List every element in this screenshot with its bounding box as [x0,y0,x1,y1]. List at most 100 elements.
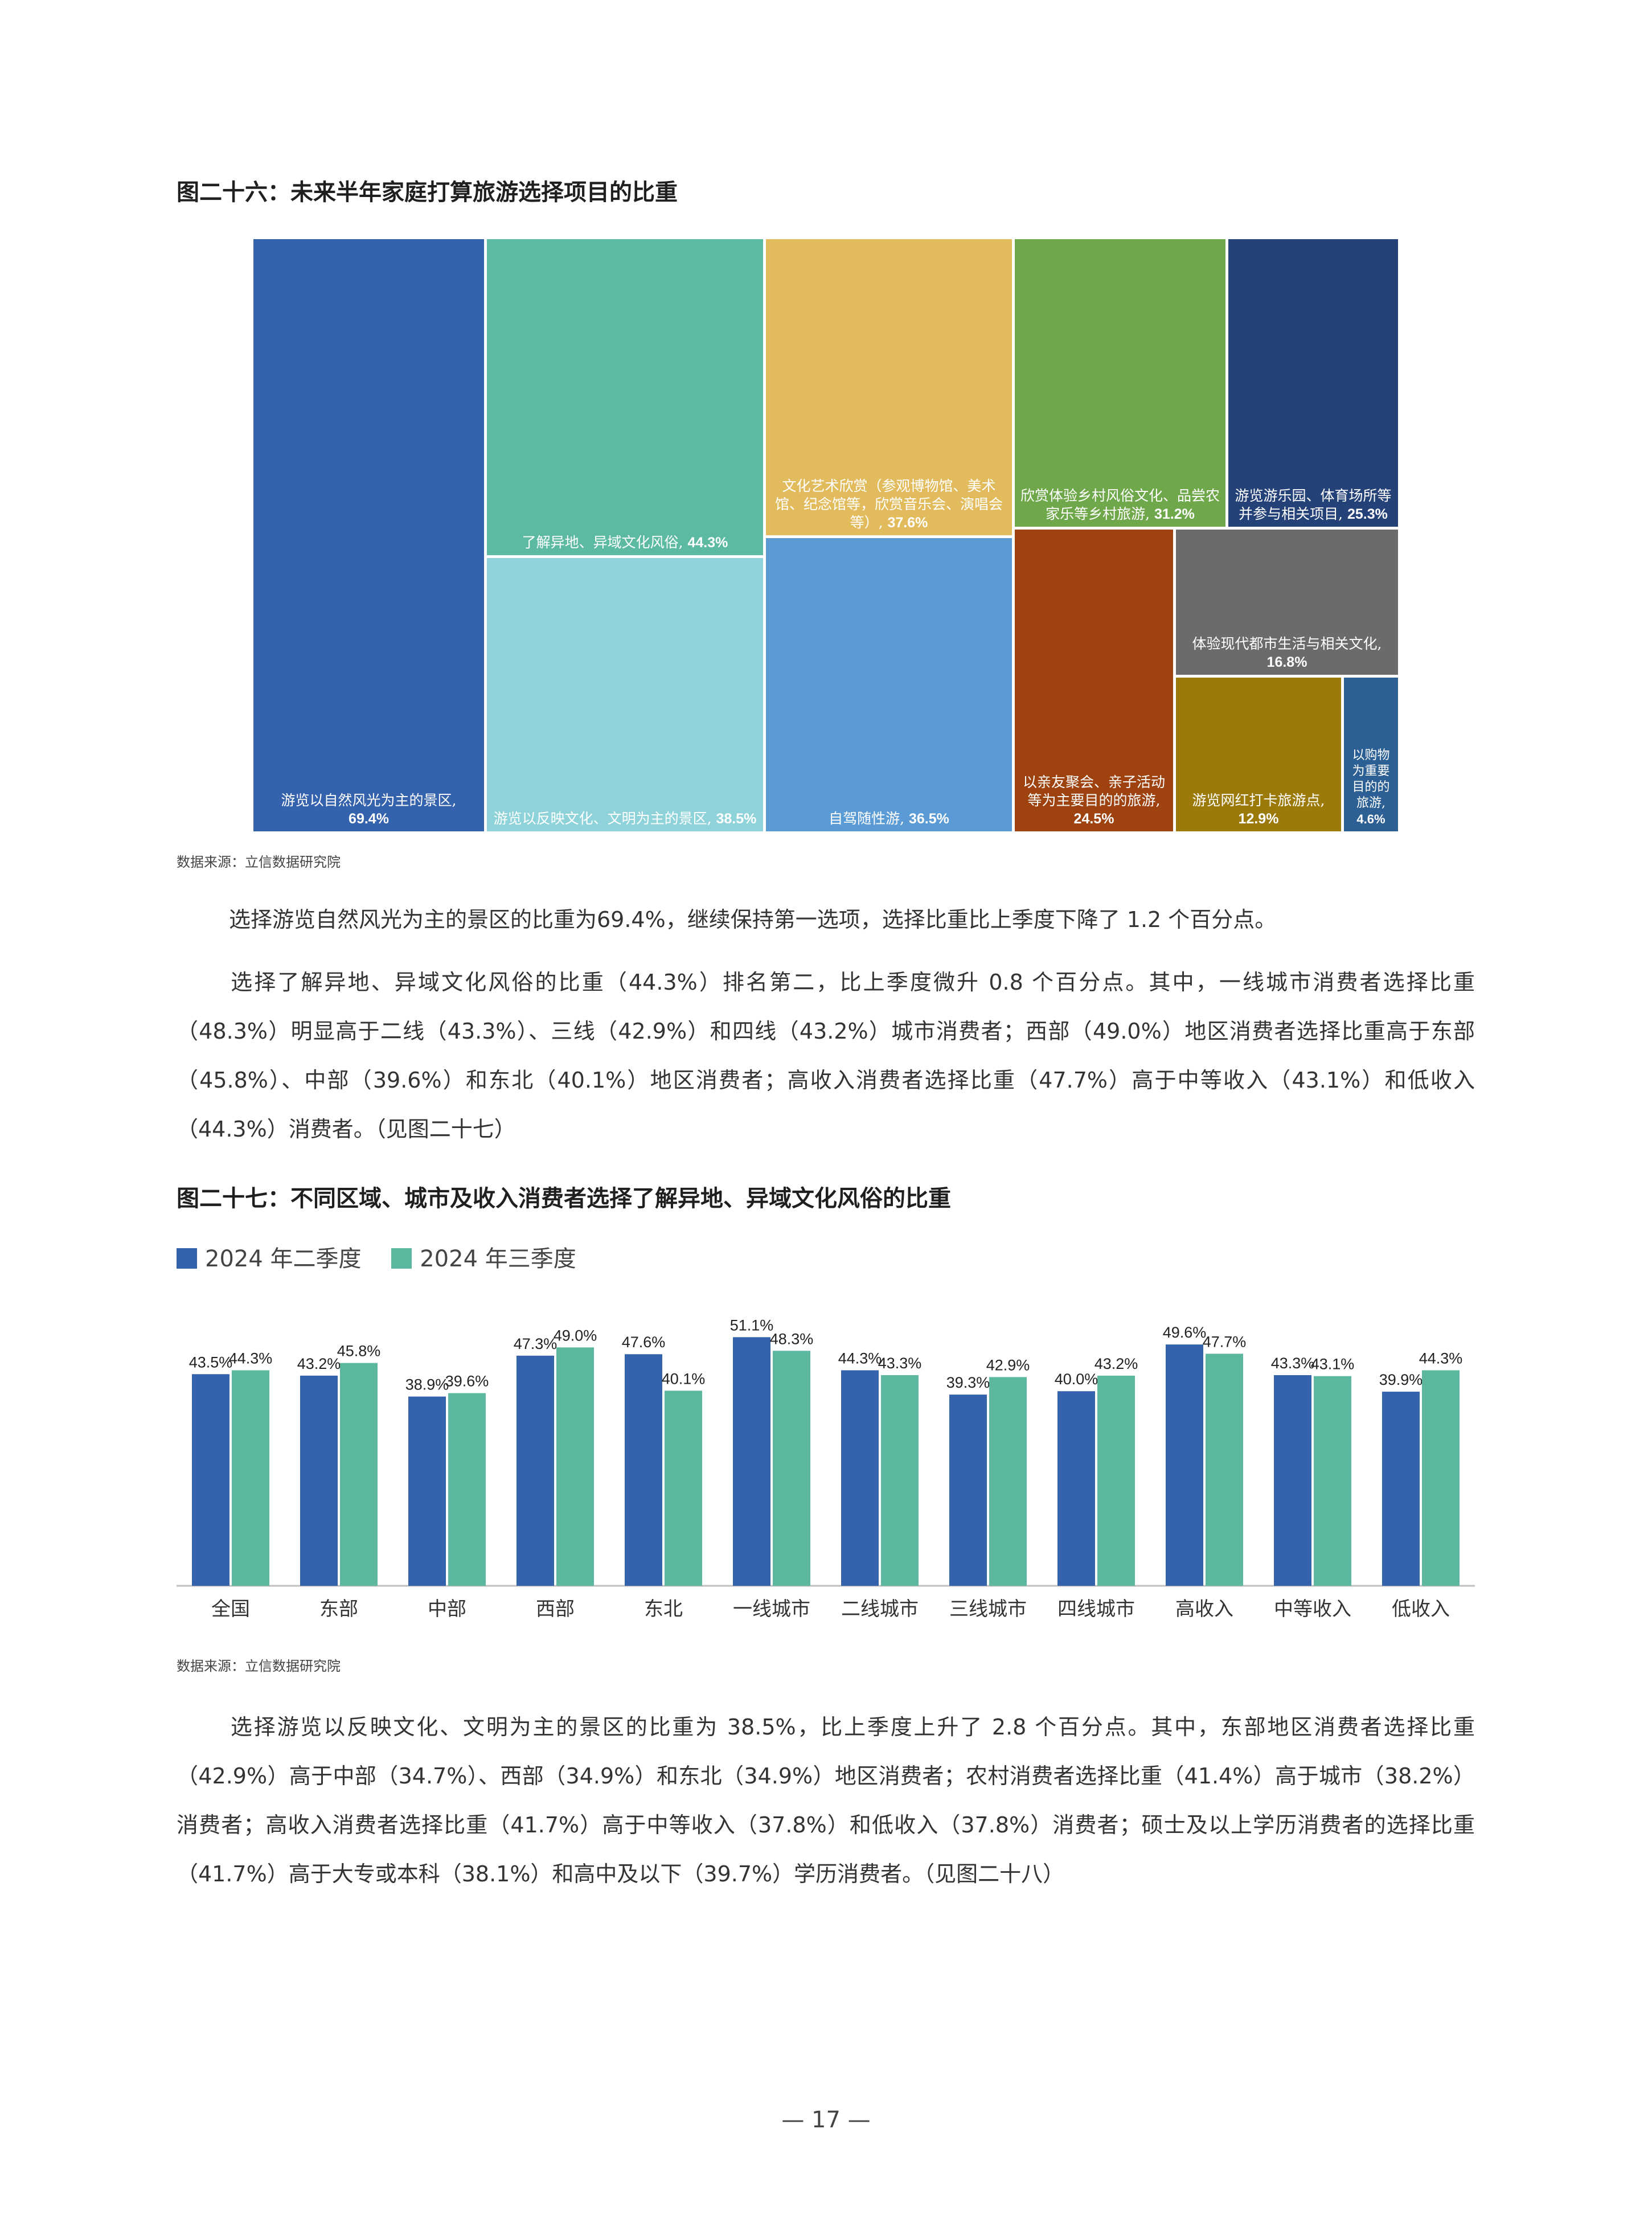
bar-q2-10 [1274,1375,1311,1586]
tile-art-appreciation: 文化艺术欣赏（参观博物馆、美术馆、纪念馆等，欣赏音乐会、演唱会等）, 37.6% [766,239,1012,535]
data-label-q3-11: 44.3% [1419,1350,1463,1367]
bar-q3-2 [448,1393,486,1586]
bar-q3-7 [989,1377,1027,1586]
data-label-q3-6: 43.3% [878,1355,922,1372]
tile-amusement-sports: 游览游乐园、体育场所等并参与相关项目, 25.3% [1228,239,1398,527]
tile-foreign-culture-text: 了解异地、异域文化风俗, [522,534,688,551]
data-label-q2-10: 43.3% [1271,1355,1315,1372]
tile-foreign-culture-value: 44.3% [687,535,728,551]
x-tick-label-4: 东北 [644,1598,683,1620]
tile-foreign-culture-label: 了解异地、异域文化风俗, 44.3% [487,534,763,552]
data-label-q3-7: 42.9% [986,1356,1030,1373]
data-label-q3-4: 40.1% [662,1370,706,1387]
tile-amusement-sports-value: 25.3% [1347,506,1388,522]
x-tick-label-6: 二线城市 [841,1598,919,1620]
x-tick-label-10: 中等收入 [1274,1598,1351,1620]
bar-q2-4 [625,1354,662,1586]
legend-swatch-q2 [177,1248,197,1269]
bar-q3-1 [340,1363,378,1586]
data-label-q2-0: 43.5% [189,1354,233,1371]
bar-q3-10 [1314,1376,1351,1586]
legend-item-q3: 2024 年三季度 [391,1240,576,1273]
x-tick-label-1: 东部 [319,1598,358,1620]
x-tick-label-8: 四线城市 [1057,1598,1135,1620]
tile-cultural-civilization-text: 游览以反映文化、文明为主的景区, [493,810,716,827]
tile-family-gathering: 以亲友聚会、亲子活动等为主要目的的旅游, 24.5% [1015,530,1173,831]
tile-cultural-civilization-value: 38.5% [716,811,757,827]
tile-urban-life: 体验现代都市生活与相关文化, 16.8% [1176,530,1398,675]
tile-family-gathering-text: 以亲友聚会、亲子活动等为主要目的的旅游, [1022,774,1165,809]
bar-chart: 43.5%44.3%全国43.2%45.8%东部38.9%39.6%中部47.3… [177,1316,1475,1620]
data-label-q2-1: 43.2% [297,1355,341,1372]
bar-q3-11 [1422,1370,1460,1586]
data-label-q2-2: 38.9% [405,1376,449,1393]
chart-legend: 2024 年二季度 2024 年三季度 [177,1240,599,1273]
bar-q3-4 [665,1391,702,1586]
tile-influencer-spots-text: 游览网红打卡旅游点, [1192,792,1325,809]
tile-self-driving-text: 自驾随性游, [829,810,909,827]
data-label-q2-7: 39.3% [946,1374,990,1391]
tile-natural-scenery-text: 游览以自然风光为主的景区, [281,792,457,809]
tile-shopping-label: 以购物为重要目的的旅游, 4.6% [1344,748,1398,828]
tile-rural-tourism-value: 31.2% [1154,506,1195,522]
tile-art-appreciation-label: 文化艺术欣赏（参观博物馆、美术馆、纪念馆等，欣赏音乐会、演唱会等）, 37.6% [766,477,1012,532]
data-label-q3-8: 43.2% [1094,1355,1138,1372]
bar-q2-9 [1166,1344,1203,1586]
data-label-q3-9: 47.7% [1203,1333,1247,1350]
page-number: — 17 — [781,2107,871,2133]
paragraph-2-text: 选择了解异地、异域文化风俗的比重（44.3%）排名第二，比上季度微升 0.8 个… [177,970,1475,1142]
x-tick-label-5: 一线城市 [733,1598,810,1620]
bar-q3-9 [1206,1354,1243,1586]
bar-q2-5 [733,1337,770,1586]
data-label-q3-10: 43.1% [1311,1356,1355,1373]
legend-item-q2: 2024 年二季度 [177,1240,362,1273]
legend-label-q2: 2024 年二季度 [205,1246,362,1272]
tile-amusement-sports-label: 游览游乐园、体育场所等并参与相关项目, 25.3% [1228,487,1398,523]
x-tick-label-3: 西部 [536,1598,575,1620]
figure27-source: 数据来源：立信数据研究院 [177,1658,341,1674]
tile-cultural-civilization-label: 游览以反映文化、文明为主的景区, 38.5% [487,810,763,828]
data-label-q2-8: 40.0% [1055,1371,1098,1388]
bar-q2-0 [192,1374,229,1586]
tile-self-driving-label: 自驾随性游, 36.5% [766,810,1012,828]
data-label-q2-9: 49.6% [1163,1324,1207,1341]
tile-art-appreciation-value: 37.6% [887,515,928,531]
data-label-q3-5: 48.3% [770,1330,814,1347]
tile-natural-scenery-value: 69.4% [349,811,389,827]
bar-q3-5 [773,1351,810,1586]
figure26-source: 数据来源：立信数据研究院 [177,854,341,870]
figure27-title: 图二十七：不同区域、城市及收入消费者选择了解异地、异域文化风俗的比重 [177,1186,951,1212]
x-tick-label-7: 三线城市 [949,1598,1027,1620]
bar-q2-2 [408,1396,446,1586]
bar-q2-7 [949,1395,987,1586]
tile-self-driving-value: 36.5% [909,811,949,827]
x-tick-label-9: 高收入 [1175,1598,1233,1620]
data-label-q3-1: 45.8% [337,1343,381,1360]
paragraph-2: 选择了解异地、异域文化风俗的比重（44.3%）排名第二，比上季度微升 0.8 个… [177,958,1475,1154]
x-tick-label-2: 中部 [428,1598,466,1620]
paragraph-1-text: 选择游览自然风光为主的景区的比重为69.4%，继续保持第一选项，选择比重比上季度… [229,907,1277,932]
tile-urban-life-text: 体验现代都市生活与相关文化, [1192,635,1382,652]
paragraph-1: 选择游览自然风光为主的景区的比重为69.4%，继续保持第一选项，选择比重比上季度… [177,895,1475,944]
figure26-title: 图二十六：未来半年家庭打算旅游选择项目的比重 [177,179,678,206]
bar-q3-6 [881,1375,919,1586]
bar-q2-8 [1057,1391,1095,1586]
tile-influencer-spots: 游览网红打卡旅游点, 12.9% [1176,678,1341,831]
data-label-q3-3: 49.0% [554,1327,597,1344]
tile-rural-tourism-label: 欣赏体验乡村风俗文化、品尝农家乐等乡村旅游, 31.2% [1015,487,1225,523]
tile-family-gathering-label: 以亲友聚会、亲子活动等为主要目的的旅游, 24.5% [1015,773,1173,828]
tile-shopping-value: 4.6% [1356,812,1385,826]
tile-influencer-spots-value: 12.9% [1238,811,1279,827]
tile-natural-scenery-label: 游览以自然风光为主的景区, 69.4% [253,791,484,828]
tile-urban-life-value: 16.8% [1266,654,1307,670]
bar-q3-0 [232,1370,269,1586]
data-label-q2-4: 47.6% [622,1334,666,1351]
paragraph-3-text: 选择游览以反映文化、文明为主的景区的比重为 38.5%，比上季度上升了 2.8 … [177,1715,1475,1886]
tile-cultural-civilization: 游览以反映文化、文明为主的景区, 38.5% [487,558,763,831]
paragraph-3: 选择游览以反映文化、文明为主的景区的比重为 38.5%，比上季度上升了 2.8 … [177,1703,1475,1898]
data-label-q2-5: 51.1% [730,1316,774,1334]
treemap-chart: 游览以自然风光为主的景区, 69.4% 了解异地、异域文化风俗, 44.3% 游览以… [253,239,1398,831]
tile-foreign-culture: 了解异地、异域文化风俗, 44.3% [487,239,763,555]
bar-q3-8 [1097,1375,1135,1586]
tile-shopping: 以购物为重要目的的旅游, 4.6% [1344,678,1398,831]
